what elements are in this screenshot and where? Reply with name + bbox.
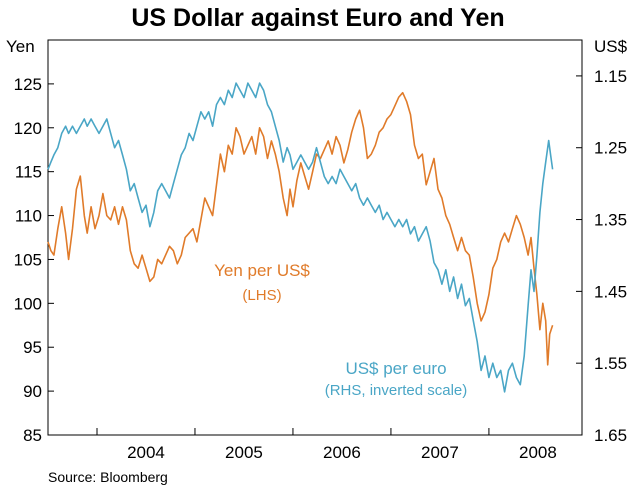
left-tick-label: 110	[15, 207, 42, 226]
left-tick-label: 85	[23, 426, 42, 445]
right-tick-label: 1.45	[594, 282, 627, 301]
right-tick-label: 1.15	[594, 67, 627, 86]
left-axis-unit: Yen	[6, 37, 35, 56]
right-tick-label: 1.25	[594, 139, 627, 158]
series-label-yen: Yen per US$	[214, 261, 310, 280]
x-tick-label: 2005	[225, 443, 263, 462]
right-tick-label: 1.35	[594, 211, 627, 230]
left-tick-label: 115	[15, 163, 42, 182]
series-line-euro	[47, 82, 554, 393]
left-tick-label: 100	[14, 294, 42, 313]
x-axis: 2004 2005 2006 2007 2008	[96, 428, 557, 462]
left-tick-label: 95	[23, 338, 42, 357]
x-tick-label: 2007	[421, 443, 459, 462]
x-tick-label: 2008	[519, 443, 557, 462]
series-note-yen: (LHS)	[242, 287, 281, 304]
left-axis: 85 90 95 100 105 110 115 120 125	[14, 75, 54, 445]
chart-title: US Dollar against Euro and Yen	[131, 4, 504, 32]
right-axis: 1.65 1.55 1.45 1.35 1.25 1.15	[576, 67, 627, 445]
plot-frame	[47, 39, 583, 436]
right-tick-label: 1.55	[594, 354, 627, 373]
left-tick-label: 90	[23, 382, 42, 401]
series-note-euro: (RHS, inverted scale)	[325, 382, 468, 399]
source-note: Source: Bloomberg	[48, 469, 168, 485]
left-tick-label: 125	[14, 75, 42, 94]
right-axis-unit: US$	[594, 37, 628, 56]
left-tick-label: 105	[14, 250, 42, 269]
series-layer	[47, 82, 554, 393]
series-label-euro: US$ per euro	[345, 359, 446, 378]
x-tick-label: 2004	[127, 443, 165, 462]
series-line-yen	[47, 91, 554, 366]
left-tick-label: 120	[14, 119, 42, 138]
x-tick-label: 2006	[323, 443, 361, 462]
right-tick-label: 1.65	[594, 426, 627, 445]
